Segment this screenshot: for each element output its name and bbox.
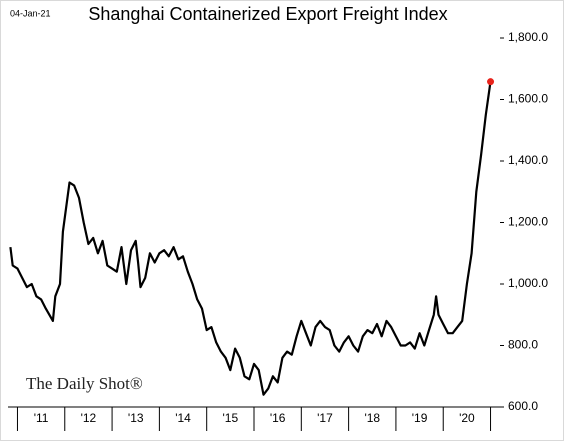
end-marker — [487, 78, 495, 86]
x-tick-label: '20 — [459, 411, 475, 425]
x-tick-label: '12 — [81, 411, 97, 425]
x-tick-label: '13 — [128, 411, 144, 425]
x-tick-label: '19 — [412, 411, 428, 425]
x-tick-label: '14 — [175, 411, 191, 425]
source-logo: The Daily Shot® — [26, 374, 143, 393]
y-tick-label: 600.0 — [508, 399, 538, 413]
x-tick-label: '11 — [34, 411, 49, 425]
y-tick-label: 1,000.0 — [508, 276, 548, 290]
x-tick-label: '15 — [223, 411, 239, 425]
y-tick-label: 1,400.0 — [508, 153, 548, 167]
y-tick-label: 800.0 — [508, 338, 538, 352]
x-tick-label: '16 — [270, 411, 286, 425]
x-tick-label: '18 — [364, 411, 380, 425]
y-tick-label: 1,800.0 — [508, 30, 548, 44]
date-label: 04-Jan-21 — [10, 8, 51, 18]
y-tick-label: 1,200.0 — [508, 215, 548, 229]
y-tick-label: 1,600.0 — [508, 92, 548, 106]
x-tick-label: '17 — [317, 411, 333, 425]
line — [9, 81, 492, 396]
chart-title: Shanghai Containerized Export Freight In… — [88, 4, 447, 24]
